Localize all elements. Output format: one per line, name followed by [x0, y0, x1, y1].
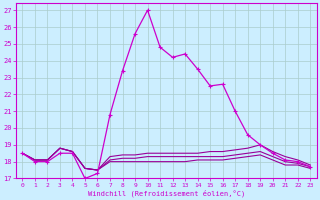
- X-axis label: Windchill (Refroidissement éolien,°C): Windchill (Refroidissement éolien,°C): [88, 189, 245, 197]
